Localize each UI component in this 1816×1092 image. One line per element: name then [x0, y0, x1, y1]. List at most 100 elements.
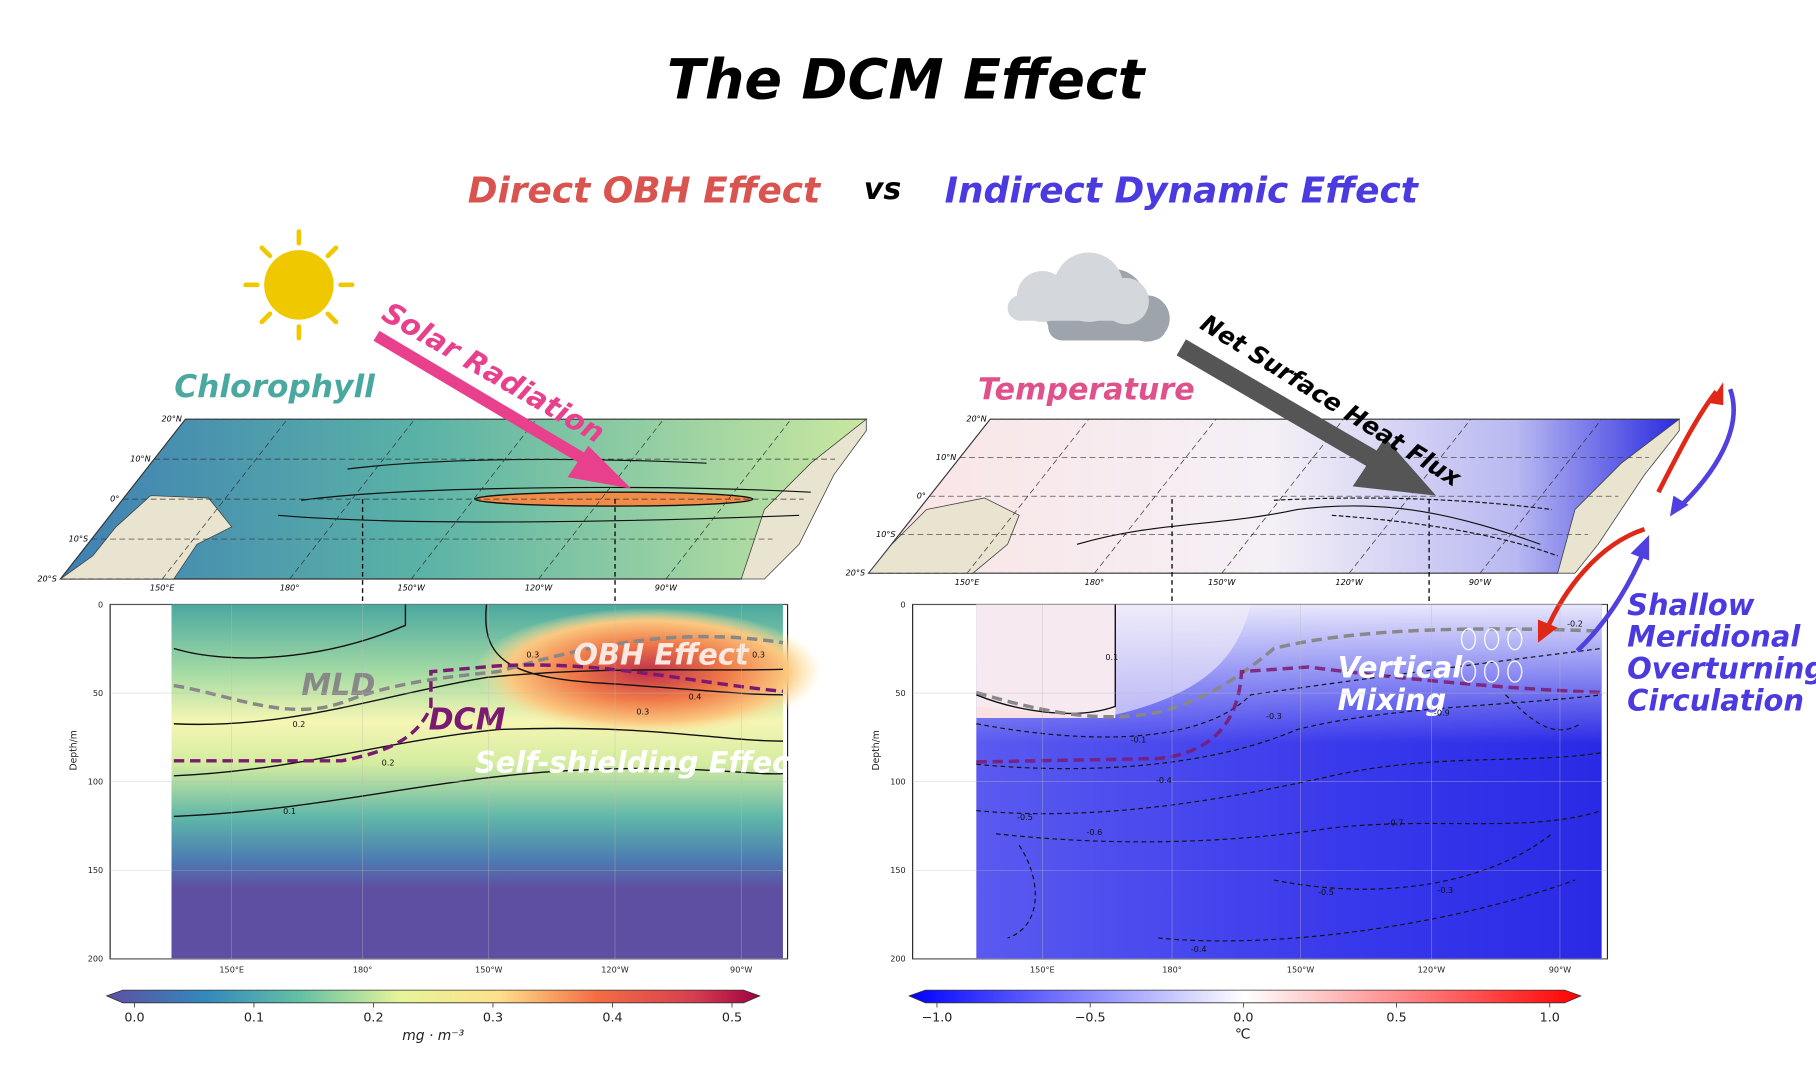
contour-label: -0.3 [1266, 711, 1282, 721]
colorbar-unit: mg · m⁻³ [402, 1028, 464, 1044]
contour-label: -0.7 [1388, 818, 1404, 828]
colorbar-tick-label: 0.1 [244, 1010, 264, 1025]
axis-label: Depth/m [69, 730, 80, 770]
colorbar-tick-label: 0.2 [363, 1010, 383, 1025]
map-lon-label: 150°E [150, 583, 175, 593]
map-grid-line [966, 418, 1089, 574]
contour-label: 0.1 [283, 806, 296, 816]
annotation: Shallow [1627, 588, 1755, 622]
contour-label: -0.9 [1434, 708, 1450, 718]
colorbar-tick-label: 0.5 [722, 1010, 742, 1025]
contour-label: -0.3 [1437, 885, 1453, 895]
map-lon-label: 120°W [525, 583, 553, 593]
subtitle: vs [864, 172, 902, 207]
map-lon-label: 150°E [955, 577, 980, 587]
sun-icon [243, 229, 355, 341]
map-grid-line [410, 418, 537, 580]
annotation: DCM [429, 703, 506, 738]
colorbar [105, 989, 1582, 1004]
map-lon-label: 180° [280, 583, 300, 593]
contour-label: 0.3 [526, 650, 539, 660]
y-tick-label: 150 [890, 865, 905, 875]
y-tick-label: 200 [88, 954, 103, 964]
colorbar-tick-label: 0.4 [602, 1010, 622, 1025]
x-tick-label: 150°E [219, 965, 244, 975]
circulation-arrows [1537, 382, 1736, 653]
connector-lines [361, 499, 1430, 605]
contour-label: -0.4 [1191, 944, 1207, 954]
map-grid-line [161, 418, 288, 580]
contour-label: 0.3 [636, 706, 649, 716]
x-tick-label: 150°E [1030, 965, 1055, 975]
map-lon-label: 150°W [1208, 577, 1236, 587]
x-tick-label: 180° [1162, 965, 1182, 975]
map-lat-label: 20°S [37, 573, 56, 583]
y-tick-label: 0 [901, 599, 906, 609]
map-lat-label: 20°N [162, 414, 182, 424]
y-tick-label: 50 [93, 688, 103, 698]
axis-label: Depth/m [871, 730, 882, 770]
colorbar-tick-label: 0.5 [1386, 1010, 1406, 1025]
map-grid-line [665, 418, 792, 580]
y-tick-label: 150 [88, 865, 103, 875]
y-tick-label: 0 [98, 599, 103, 609]
panel-label: Temperature [978, 373, 1195, 408]
chlorophyll-map: 20°N 10°N 0° 10°S 20°S 150°E 180° 150°W 120°W 90°… [37, 414, 868, 593]
title: The DCM Effect [667, 47, 1147, 112]
contour-label: 0.3 [752, 650, 765, 660]
contour-label: -0.1 [1131, 734, 1147, 744]
map-lat-label: 20°S [846, 568, 865, 578]
contour-label: -0.5 [1017, 812, 1033, 822]
panel-label: Chlorophyll [174, 369, 376, 405]
subtitle: Indirect Dynamic Effect [945, 171, 1420, 212]
map-lon-label: 150°W [397, 583, 425, 593]
contour-label: 0.2 [382, 757, 395, 767]
x-tick-label: 180° [353, 965, 373, 975]
map-grid-line [1479, 418, 1602, 574]
annotation: OBH Effect [573, 638, 750, 672]
map-lon-label: 120°W [1335, 577, 1363, 587]
colorbar-tick-label: −1.0 [922, 1010, 953, 1025]
map-grid-line [1221, 418, 1344, 574]
contour-label: -0.4 [1156, 775, 1172, 785]
map-lat-label: 10°N [130, 453, 150, 463]
contour-label: 0.1 [1105, 652, 1118, 662]
x-tick-label: 120°W [601, 965, 629, 975]
map-lat-label: 0° [917, 491, 926, 501]
colorbar-tick-label: 0.0 [124, 1010, 144, 1025]
annotation: MLD [301, 668, 375, 703]
x-tick-label: 150°W [475, 965, 503, 975]
map-lon-label: 180° [1085, 577, 1105, 587]
map-lon-label: 90°W [1469, 577, 1492, 587]
subtitle: Direct OBH Effect [468, 171, 822, 212]
y-tick-label: 200 [890, 954, 905, 964]
x-tick-label: 120°W [1418, 965, 1446, 975]
map-lat-label: 0° [110, 493, 119, 503]
annotation: Self-shielding Effect [475, 745, 804, 779]
colorbar-tick-label: −0.5 [1075, 1010, 1106, 1025]
map-grid-line [1094, 418, 1217, 574]
map-lat-label: 20°N [966, 414, 986, 424]
map-grid-line [538, 418, 664, 580]
annotation: Overturning [1627, 652, 1816, 686]
x-tick-label: 150°W [1287, 965, 1315, 975]
map-grid-line [289, 418, 415, 580]
annotation: Mixing [1338, 683, 1447, 717]
y-tick-label: 100 [890, 777, 905, 787]
solar-arrow [373, 330, 632, 489]
y-tick-label: 100 [88, 777, 103, 787]
contour-label: -0.2 [1567, 618, 1583, 628]
colorbar-unit: ℃ [1235, 1027, 1251, 1043]
map-lat-label: 10°S [69, 533, 88, 543]
x-tick-label: 90°W [1549, 965, 1571, 975]
annotation: Meridional [1627, 620, 1801, 654]
map-lon-label: 90°W [655, 583, 678, 593]
heat-flux-arrow [1176, 339, 1437, 496]
map-lat-label: 10°S [876, 529, 895, 539]
map-lat-label: 10°N [936, 452, 956, 462]
cloud-icon [1007, 252, 1170, 342]
contour-label: -0.5 [1318, 887, 1334, 897]
annotation: Circulation [1627, 683, 1804, 717]
